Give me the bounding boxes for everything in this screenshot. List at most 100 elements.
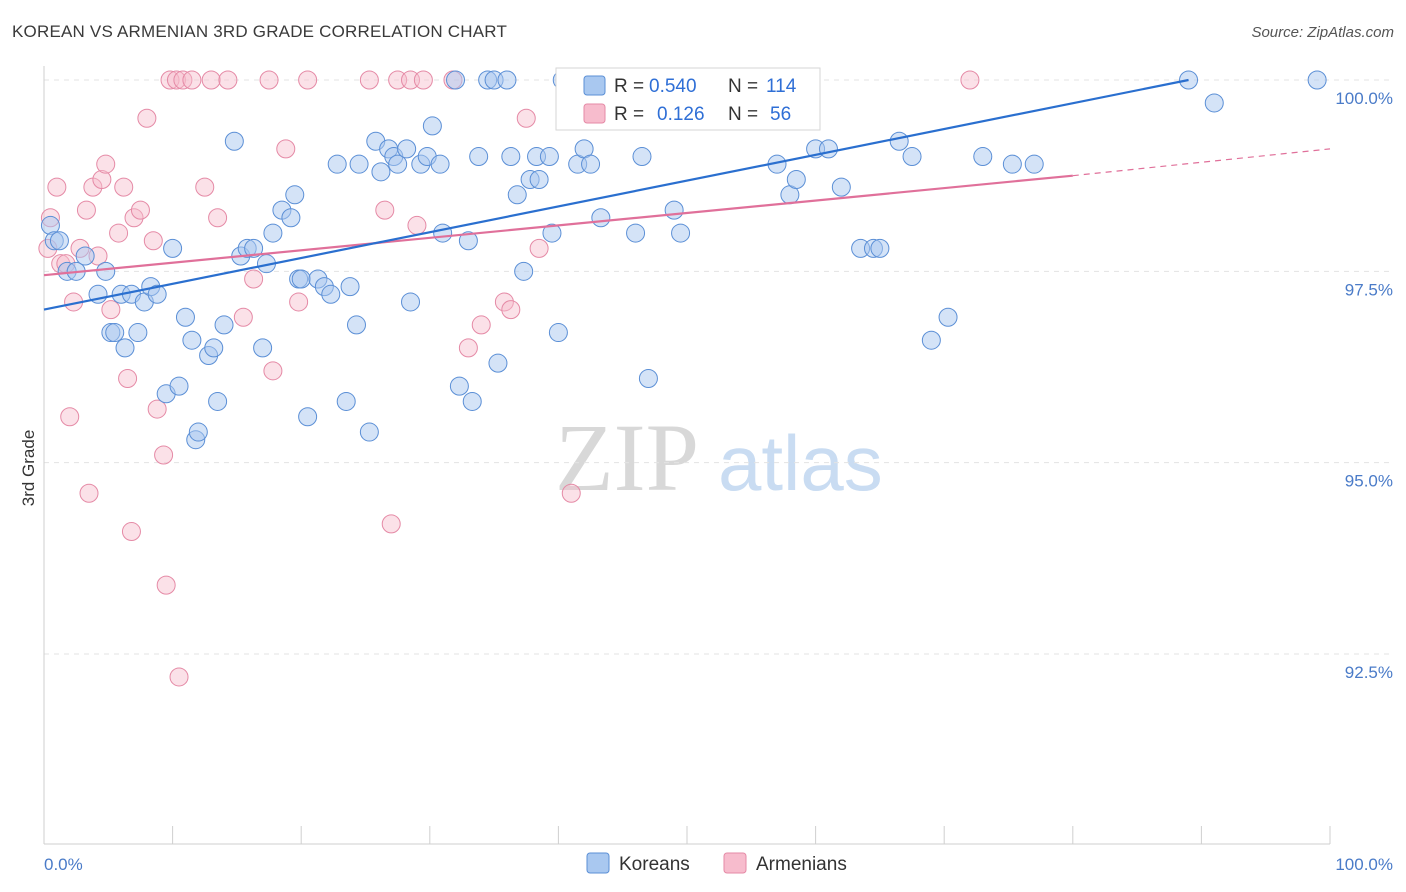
bottom-legend-armenians-swatch [723,852,747,874]
koreans-point [336,391,356,411]
y-tick-label: 95.0% [1345,472,1393,491]
koreans-point [497,70,517,90]
armenians-point [166,70,186,90]
koreans-point [147,284,167,304]
koreans-point [75,246,95,266]
legend-koreans-swatch [583,75,606,96]
koreans-point [786,169,806,189]
armenians-point [233,307,253,327]
koreans-point [507,185,527,205]
koreans-point [501,147,521,167]
axes: 100.0% 97.5% 95.0% 92.5% 0.0% 100.0% [43,66,1393,874]
koreans-point [488,353,508,373]
koreans-point [433,223,453,243]
koreans-point [253,338,273,358]
legend-armenians-r-value: 0.126 [657,104,705,125]
koreans-point [263,223,283,243]
koreans-point [430,154,450,174]
armenians-point [960,70,980,90]
koreans-point [349,154,369,174]
koreans-point [449,376,469,396]
armenians-point [494,292,514,312]
armenians-point [156,575,176,595]
koreans-point [632,147,652,167]
armenians-point [137,108,157,128]
trend-lines [43,78,1331,311]
watermark-zip: ZIP [555,404,699,511]
koreans-point [581,154,601,174]
koreans-point [469,147,489,167]
armenians-point [147,399,167,419]
koreans-point [224,131,244,151]
koreans-point [321,284,341,304]
legend-koreans-r-value: 0.540 [649,76,697,97]
legend-armenians-n-value: 56 [770,104,791,125]
armenians-point [289,292,309,312]
koreans-point [591,208,611,228]
armenians-point [101,300,121,320]
armenians-point [218,70,238,90]
koreans-point [188,422,208,442]
koreans-point [638,368,658,388]
chart-title: KOREAN VS ARMENIAN 3RD GRADE CORRELATION… [12,22,508,41]
koreans-point [359,422,379,442]
legend-koreans-r-label: R = [614,76,644,97]
source-credit: Source: ZipAtlas.com [1251,24,1394,41]
koreans-point [128,323,148,343]
armenians-point [501,300,521,320]
koreans-point [214,315,234,335]
armenians-point [471,315,491,335]
legend-armenians-swatch [583,103,606,124]
armenians-point [154,445,174,465]
koreans-point [401,292,421,312]
armenians-point [516,108,536,128]
koreans-point [175,307,195,327]
armenians-point [561,483,581,503]
koreans-point [973,147,993,167]
legend: R = 0.540 N = 114 R = 0.126 N = 56 [555,67,821,131]
armenians-trend-line [43,174,1073,277]
legend-koreans-n-label: N = [728,76,758,97]
koreans-point [542,223,562,243]
bottom-legend-armenians: Armenians [756,854,847,875]
koreans-point [938,307,958,327]
grid-lines [44,79,1390,655]
armenians-point [79,483,99,503]
koreans-point [49,231,69,251]
koreans-point [671,223,691,243]
armenians-point [130,200,150,220]
koreans-point [182,330,202,350]
armenians-point [92,169,112,189]
armenians-point [109,223,129,243]
koreans-point [889,131,909,151]
armenians-point [96,154,116,174]
x-tick-label-max: 100.0% [1335,855,1393,874]
armenians-point [76,200,96,220]
armenians-point [169,667,189,687]
koreans-point [298,407,318,427]
armenians-point [118,368,138,388]
koreans-point [1002,154,1022,174]
koreans-point [831,177,851,197]
koreans-point [340,277,360,297]
y-tick-label: 100.0% [1335,89,1393,108]
koreans-point [163,238,183,258]
koreans-point [346,315,366,335]
legend-koreans-n-value: 114 [766,76,797,97]
koreans-point [291,269,311,289]
armenians-point [244,269,264,289]
koreans-point [1024,154,1044,174]
koreans-point [327,154,347,174]
koreans-point [96,261,116,281]
koreans-point [1204,93,1224,113]
koreans-point [514,261,534,281]
koreans-point [539,147,559,167]
koreans-trend-line [43,78,1189,311]
bottom-legend-koreans-swatch [586,852,610,874]
armenians-point [47,177,67,197]
armenians-point [60,407,80,427]
bottom-legend-koreans: Koreans [619,854,690,875]
koreans-point [462,391,482,411]
armenians-point [143,231,163,251]
